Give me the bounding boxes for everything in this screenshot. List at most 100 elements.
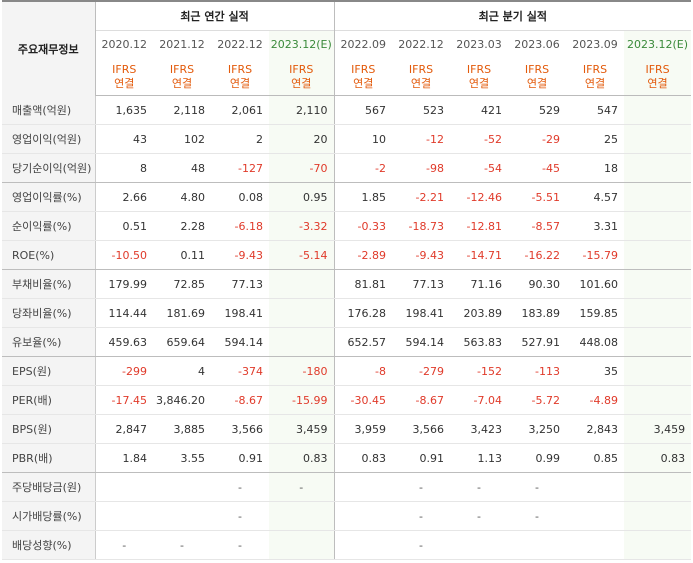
ifrs-standard: IFRS — [645, 62, 670, 76]
table-cell: 2,118 — [153, 95, 211, 125]
row-label: 시가배당률(%) — [2, 501, 96, 531]
table-cell: 563.83 — [450, 327, 509, 357]
table-cell: 114.44 — [95, 298, 153, 328]
table-cell: 0.83 — [269, 443, 335, 473]
table-cell: 1.84 — [95, 443, 153, 473]
table-cell: 25 — [566, 124, 625, 154]
table-cell: - — [153, 530, 211, 560]
table-cell — [624, 385, 692, 415]
table-cell: 198.41 — [392, 298, 451, 328]
table-cell: 2,110 — [269, 95, 335, 125]
table-cell — [153, 472, 211, 502]
row-label: 당기순이익(억원) — [2, 153, 96, 183]
table-cell: 594.14 — [211, 327, 269, 357]
period-header: 2022.12 — [211, 30, 269, 58]
table-cell: -16.22 — [508, 240, 567, 270]
table-cell — [334, 472, 393, 502]
table-cell: 179.99 — [95, 269, 153, 299]
table-cell: 3,250 — [508, 414, 567, 444]
table-cell — [624, 501, 692, 531]
table-cell: 459.63 — [95, 327, 153, 357]
table-cell: 102 — [153, 124, 211, 154]
table-cell — [269, 501, 335, 531]
row-label: 배당성향(%) — [2, 530, 96, 560]
ifrs-consolidated: 연결 — [647, 76, 668, 90]
table-cell: - — [392, 472, 451, 502]
ifrs-label: IFRS 연결 — [392, 58, 451, 96]
table-row: 시가배당률(%) - - - - — [2, 501, 692, 531]
ifrs-label: IFRS 연결 — [95, 58, 153, 96]
table-cell: -5.14 — [269, 240, 335, 270]
ifrs-label: IFRS 연결 — [153, 58, 211, 96]
table-cell: 448.08 — [566, 327, 625, 357]
table-cell — [269, 530, 335, 560]
ifrs-consolidated: 연결 — [229, 76, 251, 90]
table-cell: -152 — [450, 356, 509, 386]
period-header: 2023.12(E) — [624, 30, 692, 58]
table-cell: 101.60 — [566, 269, 625, 299]
table-cell: 48 — [153, 153, 211, 183]
table-header-label: 주요재무정보 — [2, 0, 96, 96]
table-row: 당기순이익(억원) 8 48 -127 -70 -2 -98 -54 -45 18 — [2, 153, 692, 183]
table-cell: 3.31 — [566, 211, 625, 241]
table-cell: 71.16 — [450, 269, 509, 299]
table-cell — [566, 501, 625, 531]
table-cell: -6.18 — [211, 211, 269, 241]
table-cell: -3.32 — [269, 211, 335, 241]
table-cell: -8.57 — [508, 211, 567, 241]
table-row: 영업이익률(%) 2.66 4.80 0.08 0.95 1.85 -2.21 -12.46-… — [2, 182, 692, 212]
table-cell — [624, 472, 692, 502]
table-cell: 4 — [153, 356, 211, 386]
table-cell: 0.91 — [211, 443, 269, 473]
table-cell — [566, 530, 625, 560]
table-row: PER(배) -17.45 3,846.20 -8.67 -15.99 -30.45 -8.… — [2, 385, 692, 415]
table-cell: 159.85 — [566, 298, 625, 328]
table-cell: - — [269, 472, 335, 502]
table-cell: 198.41 — [211, 298, 269, 328]
table-cell — [624, 240, 692, 270]
table-cell: -15.99 — [269, 385, 335, 415]
table-cell: 0.91 — [392, 443, 451, 473]
table-cell: -299 — [95, 356, 153, 386]
table-cell: -9.43 — [211, 240, 269, 270]
row-label: PER(배) — [2, 385, 96, 415]
table-cell: -45 — [508, 153, 567, 183]
table-cell — [624, 298, 692, 328]
ifrs-standard: IFRS — [351, 62, 376, 76]
table-cell — [624, 124, 692, 154]
table-cell: -113 — [508, 356, 567, 386]
table-cell — [334, 530, 393, 560]
table-cell: 3,566 — [211, 414, 269, 444]
table-cell: 3,423 — [450, 414, 509, 444]
ifrs-standard: IFRS — [582, 62, 608, 76]
ifrs-label: IFRS 연결 — [269, 58, 335, 96]
period-header: 2023.03 — [450, 30, 509, 58]
table-cell: 4.80 — [153, 182, 211, 212]
table-cell: 43 — [95, 124, 153, 154]
table-cell: 2.66 — [95, 182, 153, 212]
row-label: 매출액(억원) — [2, 95, 96, 125]
table-row: 매출액(억원) 1,635 2,118 2,061 2,110 567 523 421 529 5… — [2, 95, 692, 125]
table-cell: -8.67 — [392, 385, 451, 415]
table-cell — [269, 269, 335, 299]
table-cell: 1,635 — [95, 95, 153, 125]
table-cell: -18.73 — [392, 211, 451, 241]
ifrs-consolidated: 연결 — [114, 76, 135, 90]
table-cell: 0.95 — [269, 182, 335, 212]
table-row: 배당성향(%) - - - - — [2, 530, 692, 560]
row-label: ROE(%) — [2, 240, 96, 270]
table-cell: -29 — [508, 124, 567, 154]
table-cell: -0.33 — [334, 211, 393, 241]
table-cell: 4.57 — [566, 182, 625, 212]
table-cell: 652.57 — [334, 327, 393, 357]
row-label: 영업이익(억원) — [2, 124, 96, 154]
table-cell — [95, 472, 153, 502]
ifrs-consolidated: 연결 — [291, 76, 312, 90]
table-cell: 81.81 — [334, 269, 393, 299]
table-cell: -12.46 — [450, 182, 509, 212]
table-cell — [269, 298, 335, 328]
table-cell: - — [95, 530, 153, 560]
ifrs-standard: IFRS — [227, 62, 253, 76]
table-cell: -10.50 — [95, 240, 153, 270]
table-cell: 0.83 — [624, 443, 692, 473]
